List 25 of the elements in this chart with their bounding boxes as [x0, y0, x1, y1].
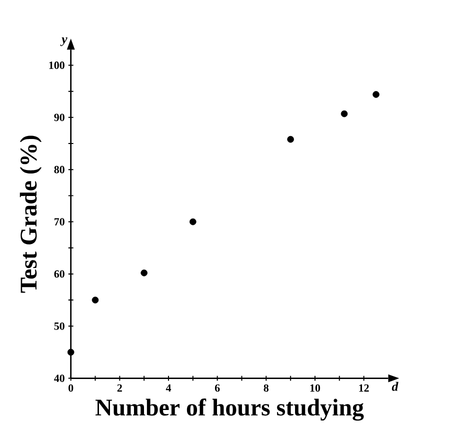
text: d	[392, 382, 398, 391]
y-tick-label: 70	[54, 218, 64, 226]
point	[340, 110, 348, 118]
y-tick-label: 90	[54, 114, 64, 122]
y-tick-label: 60	[54, 270, 64, 278]
x-tick-label: 10	[310, 384, 320, 392]
y-tick-label: 100	[49, 62, 64, 69]
point	[67, 348, 74, 356]
y-axis-title: Test Grade (%)	[20, 136, 42, 293]
y-tick-label: 80	[54, 166, 64, 174]
point	[190, 218, 196, 226]
point	[92, 296, 99, 304]
x-tick-label: 6	[214, 384, 220, 392]
x-tick-label: 2	[117, 384, 122, 392]
y-tick-label: 40	[54, 374, 64, 382]
text: y	[60, 37, 68, 46]
x-tick-label: 12	[359, 384, 369, 392]
point	[372, 91, 380, 98]
x-tick-label: 0	[68, 384, 74, 392]
y-tick-label: 50	[54, 322, 64, 330]
x-axis-title: Number of hours studying	[96, 398, 364, 421]
point	[287, 136, 294, 143]
point	[140, 270, 148, 276]
x-tick-label: 4	[166, 384, 172, 392]
x-tick-label: 8	[264, 384, 269, 392]
